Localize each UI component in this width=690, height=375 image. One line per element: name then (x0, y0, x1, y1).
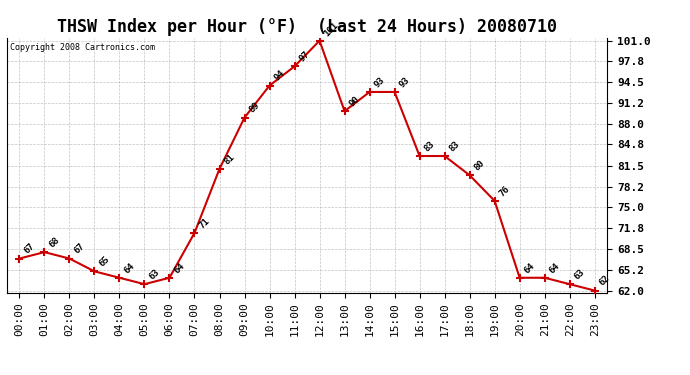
Text: 94: 94 (273, 69, 286, 83)
Text: 97: 97 (297, 50, 311, 63)
Text: 64: 64 (522, 261, 536, 275)
Text: 68: 68 (47, 236, 61, 249)
Text: 65: 65 (97, 255, 111, 268)
Text: 80: 80 (473, 159, 486, 172)
Text: 76: 76 (497, 184, 511, 198)
Text: 83: 83 (422, 139, 436, 153)
Text: 62: 62 (598, 274, 611, 288)
Text: 63: 63 (147, 267, 161, 281)
Text: 93: 93 (373, 75, 386, 89)
Text: 101: 101 (322, 20, 340, 38)
Title: THSW Index per Hour (°F)  (Last 24 Hours) 20080710: THSW Index per Hour (°F) (Last 24 Hours)… (57, 18, 557, 36)
Text: 89: 89 (247, 101, 262, 115)
Text: 64: 64 (172, 261, 186, 275)
Text: 71: 71 (197, 216, 211, 230)
Text: 83: 83 (447, 139, 462, 153)
Text: 81: 81 (222, 152, 236, 166)
Text: Copyright 2008 Cartronics.com: Copyright 2008 Cartronics.com (10, 43, 155, 52)
Text: 67: 67 (72, 242, 86, 256)
Text: 64: 64 (547, 261, 562, 275)
Text: 93: 93 (397, 75, 411, 89)
Text: 67: 67 (22, 242, 36, 256)
Text: 64: 64 (122, 261, 136, 275)
Text: 90: 90 (347, 94, 362, 108)
Text: 63: 63 (573, 267, 586, 281)
